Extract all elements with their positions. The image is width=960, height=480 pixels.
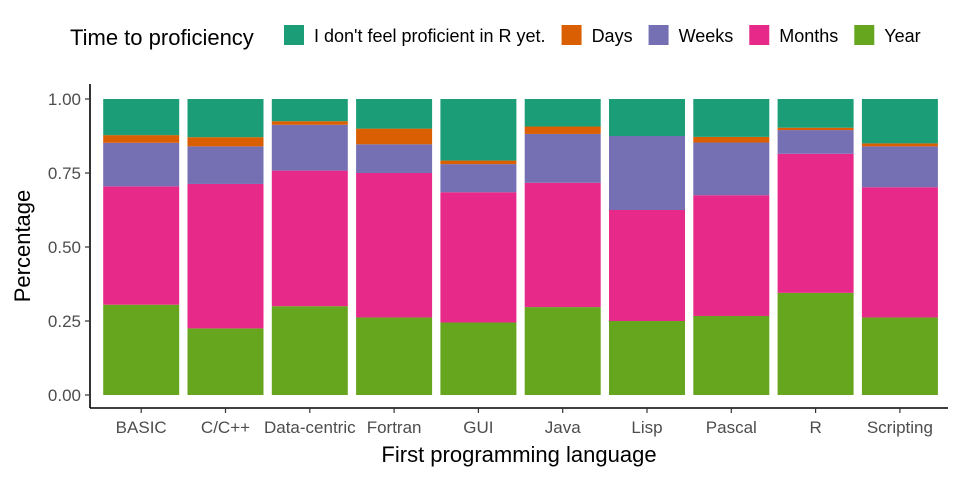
x-tick-label-data-centric: Data-centric (264, 418, 356, 437)
x-tick-label-gui: GUI (463, 418, 493, 437)
bar-scripting-weeks (861, 146, 938, 188)
bar-gui-year (440, 322, 517, 395)
x-tick-label-r: R (809, 418, 821, 437)
bar-r-months (777, 153, 854, 293)
x-tick-label-basic: BASIC (116, 418, 167, 437)
bar-data-centric-year (271, 306, 348, 395)
bar-c-c-months (187, 183, 264, 329)
bar-lisp-months (609, 210, 685, 321)
bar-lisp-year (609, 321, 685, 395)
bar-c-c-weeks (187, 146, 264, 184)
bar-fortran-year (356, 317, 433, 395)
x-tick-label-fortran: Fortran (367, 418, 422, 437)
y-tick-label: 1.00 (48, 90, 81, 109)
bar-c-c-i-don-t-feel-proficient-in-r-yet (187, 99, 264, 138)
bar-scripting-i-don-t-feel-proficient-in-r-yet (861, 99, 938, 144)
bar-lisp-i-don-t-feel-proficient-in-r-yet (609, 99, 685, 136)
legend-key-i-don-t-feel-proficient-in-r-yet (284, 25, 304, 45)
bar-scripting-days (861, 143, 938, 147)
bar-basic-days (103, 135, 180, 143)
bar-pascal-months (693, 195, 770, 316)
legend-key-year (854, 25, 875, 45)
bar-gui-days (440, 160, 517, 165)
y-tick-label: 0.75 (48, 164, 81, 183)
x-tick-label-scripting: Scripting (867, 418, 933, 437)
bar-basic-weeks (103, 142, 180, 187)
bar-java-months (524, 182, 601, 308)
bar-c-c-days (187, 137, 264, 147)
bar-fortran-days (356, 128, 433, 145)
bar-data-centric-days (271, 121, 348, 125)
bar-r-year (777, 292, 854, 395)
bar-gui-weeks (440, 164, 517, 193)
bar-gui-i-don-t-feel-proficient-in-r-yet (440, 99, 517, 161)
bar-pascal-weeks (693, 142, 770, 196)
x-tick-label-lisp: Lisp (631, 418, 662, 437)
bar-gui-months (440, 192, 517, 323)
bar-pascal-i-don-t-feel-proficient-in-r-yet (693, 99, 770, 137)
bar-java-year (524, 307, 601, 395)
y-tick-label: 0.25 (48, 312, 81, 331)
y-tick-label: 0.00 (48, 386, 81, 405)
bar-java-i-don-t-feel-proficient-in-r-yet (524, 99, 601, 127)
bar-fortran-i-don-t-feel-proficient-in-r-yet (356, 99, 433, 129)
legend-title: Time to proficiency (70, 25, 254, 50)
bar-data-centric-weeks (271, 124, 348, 171)
y-axis: 0.00 0.25 0.50 0.75 1.00 (48, 84, 91, 408)
bar-r-i-don-t-feel-proficient-in-r-yet (777, 99, 854, 128)
y-tick-label: 0.50 (48, 238, 81, 257)
legend-label-months: Months (779, 26, 838, 46)
y-axis-title: Percentage (10, 190, 35, 303)
bar-basic-i-don-t-feel-proficient-in-r-yet (103, 99, 180, 136)
bars (103, 99, 938, 395)
bar-pascal-days (693, 136, 770, 143)
x-tick-label-java: Java (545, 418, 581, 437)
legend-label-year: Year (884, 26, 920, 46)
bar-fortran-months (356, 173, 433, 318)
bar-scripting-months (861, 187, 938, 318)
bar-data-centric-i-don-t-feel-proficient-in-r-yet (271, 99, 348, 122)
bar-pascal-year (693, 315, 770, 395)
bar-basic-year (103, 304, 180, 395)
bar-data-centric-months (271, 170, 348, 307)
legend-label-i-don-t-feel-proficient-in-r-yet: I don't feel proficient in R yet. (314, 26, 546, 46)
bar-scripting-year (861, 317, 938, 395)
bar-r-weeks (777, 130, 854, 154)
bar-basic-months (103, 186, 180, 305)
x-axis-title: First programming language (381, 442, 656, 467)
legend-key-months (749, 25, 770, 45)
legend: Time to proficiency I don't feel profici… (70, 25, 921, 50)
legend-key-days (561, 25, 582, 45)
bar-r-days (777, 127, 854, 131)
bar-lisp-weeks (609, 136, 685, 210)
bar-java-days (524, 126, 601, 134)
x-axis: BASIC C/C++ Data-centric Fortran GUI Java Lisp… (90, 407, 948, 437)
bar-java-weeks (524, 133, 601, 183)
bar-fortran-weeks (356, 144, 433, 173)
x-tick-label-c-c: C/C++ (201, 418, 250, 437)
legend-key-weeks (648, 25, 669, 45)
bar-c-c-year (187, 328, 264, 395)
x-tick-label-pascal: Pascal (706, 418, 757, 437)
legend-label-weeks: Weeks (679, 26, 734, 46)
legend-label-days: Days (592, 26, 633, 46)
